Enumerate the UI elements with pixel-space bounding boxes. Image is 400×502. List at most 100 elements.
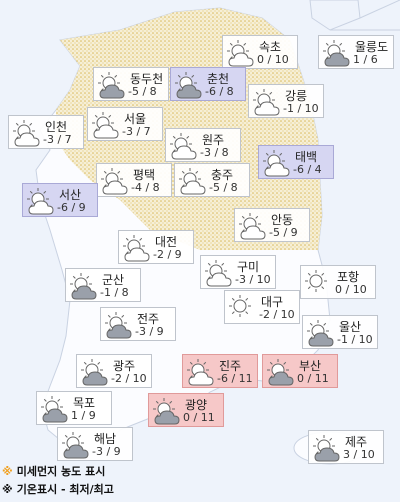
weather-icon [62,432,89,459]
weather-icon [101,168,128,195]
city-box: 울릉도 1 / 6 [318,35,394,69]
city-box: 인천 -3 / 7 [8,115,84,149]
weather-icon [13,120,40,147]
weather-icon [179,168,206,195]
legend-text: 기온표시 - 최저/최고 [16,483,114,496]
city-temp: 1 / 6 [353,53,378,66]
city-name: 울산 [339,320,362,334]
city-temp: -4 / 8 [131,181,160,194]
city-box: 안동 -5 / 9 [234,208,310,242]
city-box: 충주 -5 / 8 [174,163,250,197]
city-name: 울릉도 [355,40,389,54]
city-box: 구미 -3 / 10 [200,255,276,289]
weather-icon [123,235,150,262]
city-name: 춘천 [207,72,230,86]
city-temp: -1 / 10 [283,102,319,115]
city-name: 구미 [237,260,260,274]
city-box: 진주 -6 / 11 [182,354,258,388]
weather-icon [70,273,97,300]
city-temp: -1 / 8 [100,286,129,299]
city-name: 전주 [137,312,160,326]
city-name: 안동 [271,213,294,227]
city-name: 속초 [259,40,282,54]
city-box: 군산 -1 / 8 [65,268,141,302]
city-temp: -2 / 9 [153,248,182,261]
city-box: 목포 1 / 9 [36,391,112,425]
legend-mark: ※ [2,483,13,496]
city-temp: -6 / 11 [217,372,253,385]
city-name: 목포 [73,396,96,410]
city-name: 대전 [155,235,178,249]
city-box: 대구 -2 / 10 [224,290,300,324]
weather-icon [253,89,280,116]
city-temp: -2 / 10 [259,308,295,321]
city-temp: -5 / 8 [209,181,238,194]
weather-icon [229,295,251,317]
weather-icon [98,72,125,99]
weather-icon [105,312,132,339]
city-box: 속초 0 / 10 [222,35,298,69]
legend-text: 미세먼지 농도 표시 [16,465,106,478]
city-name: 진주 [219,359,242,373]
weather-icon [41,396,68,423]
city-temp: 3 / 10 [343,448,375,461]
city-temp: -1 / 10 [337,333,373,346]
city-name: 원주 [202,133,225,147]
legend-item: ※ 기온표시 - 최저/최고 [2,481,114,497]
city-box: 부산 0 / 11 [262,354,338,388]
city-box: 제주 3 / 10 [308,430,384,464]
city-name: 제주 [345,435,368,449]
city-box: 대전 -2 / 9 [118,230,194,264]
city-box: 서산 -6 / 9 [22,183,98,217]
city-name: 충주 [211,168,234,182]
city-temp: -6 / 8 [205,85,234,98]
city-name: 동두천 [130,72,164,86]
city-temp: 0 / 11 [183,411,215,424]
city-box: 해남 -3 / 9 [57,427,133,461]
city-box: 태백 -6 / 4 [258,145,334,179]
city-temp: -6 / 9 [57,201,86,214]
weather-icon [227,40,254,67]
city-temp: -3 / 7 [43,133,72,146]
city-temp: 1 / 9 [71,409,96,422]
city-name: 부산 [299,359,322,373]
city-box: 원주 -3 / 8 [165,128,241,162]
city-name: 태백 [295,150,318,164]
city-temp: -3 / 7 [122,125,151,138]
legend-item: ※ 미세먼지 농도 표시 [2,463,105,479]
city-temp: 0 / 11 [297,372,329,385]
weather-icon [175,72,202,99]
city-temp: 0 / 10 [335,283,367,296]
city-box: 서울 -3 / 7 [87,107,163,141]
city-name: 인천 [45,120,68,134]
weather-icon [205,260,232,287]
city-name: 포항 [337,270,360,284]
city-name: 광주 [113,359,136,373]
weather-icon [27,188,54,215]
weather-icon [239,213,266,240]
city-temp: -3 / 9 [92,445,121,458]
city-temp: -6 / 4 [293,163,322,176]
city-temp: -5 / 9 [269,226,298,239]
weather-icon [307,320,334,347]
weather-icon [305,270,327,292]
weather-icon [187,359,214,386]
city-box: 울산 -1 / 10 [302,315,378,349]
city-temp: -3 / 8 [200,146,229,159]
weather-icon [170,133,197,160]
weather-icon [81,359,108,386]
city-box: 춘천 -6 / 8 [170,67,246,101]
city-name: 서산 [59,188,82,202]
city-name: 평택 [133,168,156,182]
city-box: 전주 -3 / 9 [100,307,176,341]
city-temp: 0 / 10 [257,53,289,66]
city-name: 군산 [102,273,125,287]
weather-icon [313,435,340,462]
city-temp: -3 / 10 [235,273,271,286]
city-temp: -5 / 8 [128,85,157,98]
city-name: 서울 [124,112,147,126]
city-box: 포항 0 / 10 [300,265,376,299]
weather-icon [267,359,294,386]
city-box: 동두천 -5 / 8 [93,67,169,101]
